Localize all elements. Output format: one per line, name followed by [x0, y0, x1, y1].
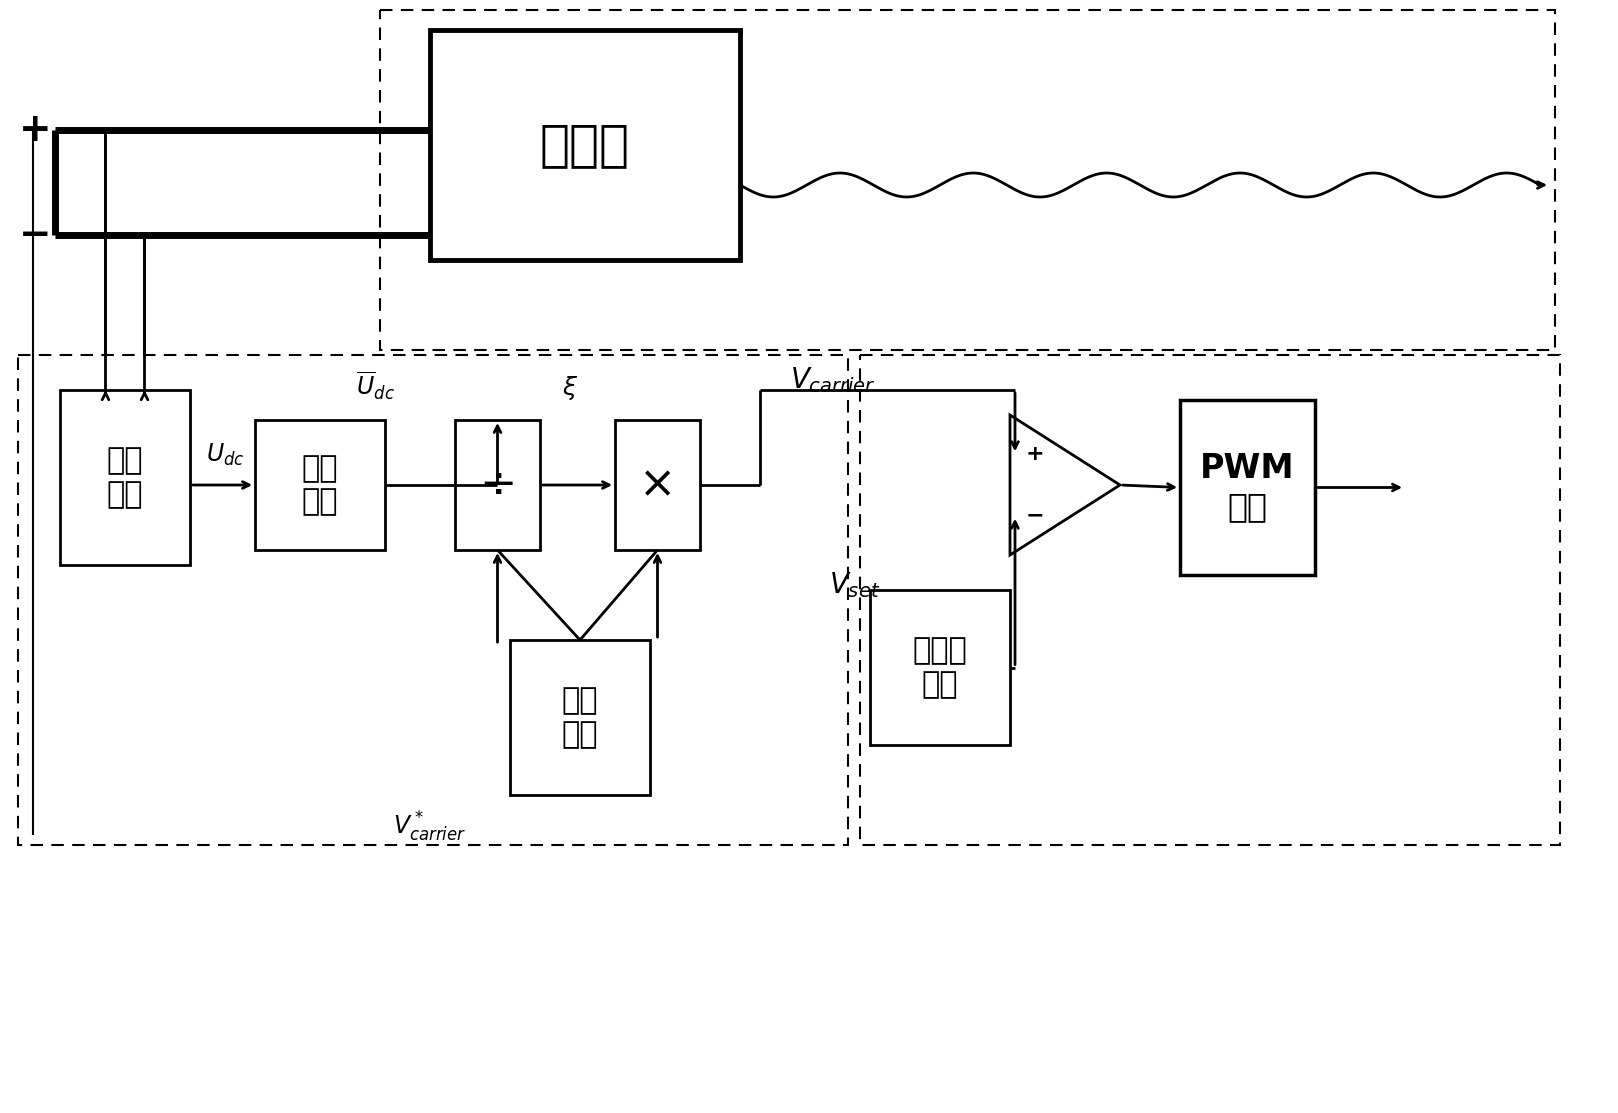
Text: 变流器: 变流器 [540, 121, 629, 169]
Text: −: − [19, 216, 52, 254]
Bar [18, 355, 848, 845]
Text: ÷: ÷ [479, 463, 516, 506]
Text: 电压
采样: 电压 采样 [107, 446, 144, 509]
Bar [510, 640, 650, 795]
Text: 原有
载波: 原有 载波 [561, 687, 599, 749]
Text: $V^*_{carrier}$: $V^*_{carrier}$ [393, 810, 466, 844]
Bar [60, 390, 189, 565]
Text: 被调制
信号: 被调制 信号 [913, 637, 968, 699]
Text: +: + [1026, 444, 1044, 464]
Polygon shape [1010, 415, 1120, 555]
Bar [256, 420, 385, 550]
Text: 低通
滤波: 低通 滤波 [301, 454, 338, 516]
Text: −: − [1026, 505, 1044, 525]
Bar [861, 355, 1560, 845]
Text: PWM
信号: PWM 信号 [1201, 452, 1294, 523]
Bar [870, 590, 1010, 745]
Text: ×: × [639, 463, 676, 506]
Text: $\xi$: $\xi$ [561, 374, 578, 402]
Bar [455, 420, 540, 550]
Bar [1180, 400, 1315, 575]
Text: +: + [19, 111, 52, 149]
Text: $V_{set}$: $V_{set}$ [828, 570, 880, 600]
Text: $\overline{U}_{dc}$: $\overline{U}_{dc}$ [356, 370, 395, 402]
Text: $U_{dc}$: $U_{dc}$ [205, 442, 244, 469]
Bar [380, 10, 1555, 349]
Text: $V_{carrier}$: $V_{carrier}$ [790, 365, 875, 395]
Bar [430, 30, 739, 260]
Bar [615, 420, 701, 550]
